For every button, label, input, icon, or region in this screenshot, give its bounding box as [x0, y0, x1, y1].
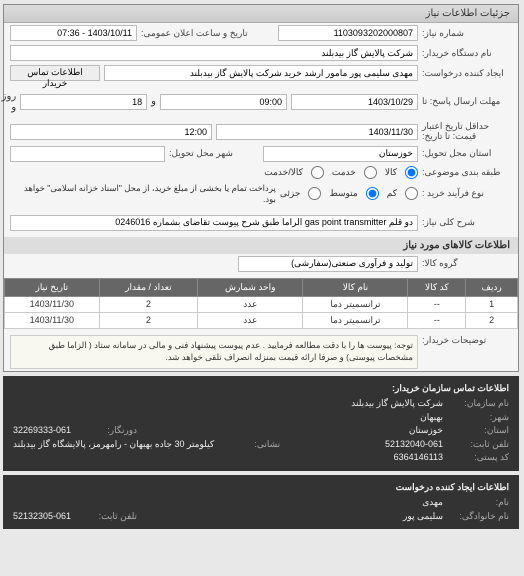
th-unit: واحد شمارش [199, 278, 304, 296]
process-label: نوع فرآیند خرید : [423, 188, 513, 199]
row-desc: شرح کلی نیاز: [5, 213, 519, 233]
province-field[interactable] [264, 146, 419, 162]
process-radio-group: کم متوسط جزئی [281, 187, 419, 200]
radio-both[interactable] [312, 166, 325, 179]
desc-label: شرح کلی نیاز: [423, 217, 513, 228]
city-field[interactable] [11, 146, 166, 162]
row-request-no: شماره نیاز: تاریخ و ساعت اعلان عمومی: [5, 23, 519, 43]
contact1-title: اطلاعات تماس سازمان خریدار: [14, 382, 510, 396]
contact2-tel: 52132305-061 [14, 510, 72, 524]
city-label: شهر محل تحویل: [170, 148, 260, 159]
radio-low[interactable] [406, 187, 419, 200]
buyer-note-text: توجه: پیوست ها را با دقت مطالعه فرمایید … [11, 335, 419, 369]
goods-table: ردیف کد کالا نام کالا واحد شمارش تعداد /… [5, 278, 519, 329]
days-remaining-field[interactable] [21, 94, 148, 110]
days-and-label: روز و [3, 91, 18, 113]
th-date: تاریخ نیاز [6, 278, 101, 296]
th-name: نام کالا [304, 278, 409, 296]
panel-title: جزئیات اطلاعات نیاز [5, 5, 519, 23]
row-quote-validity: حداقل تاریخ اعتبار قیمت: تا تاریخ: [5, 120, 519, 144]
contact2-lname: سلیمی پور [404, 510, 444, 524]
radio-mid[interactable] [367, 187, 380, 200]
requester-field[interactable] [105, 65, 419, 81]
pack-label: طبقه بندی موضوعی: [423, 167, 513, 178]
deadline-send-label: مهلت ارسال پاسخ: تا [423, 96, 513, 107]
th-qty: تعداد / مقدار [100, 278, 198, 296]
quote-time-field[interactable] [11, 124, 213, 140]
table-header-row: ردیف کد کالا نام کالا واحد شمارش تعداد /… [6, 278, 519, 296]
announce-field[interactable] [11, 25, 138, 41]
contact1-addr: کیلومتر 30 جاده بهبهان - رامهرمز، پالایش… [14, 438, 215, 452]
contact1-fax: 32269333-061 [14, 424, 72, 438]
row-province: استان محل تحویل: شهر محل تحویل: [5, 144, 519, 164]
th-code: کد کالا [409, 278, 467, 296]
deadline-time-field[interactable] [161, 94, 288, 110]
requester-contact-section: اطلاعات ایجاد کننده درخواست نام:مهدی نام… [4, 475, 520, 530]
contact2-name: مهدی [423, 496, 444, 510]
buyer-org-label: نام دستگاه خریدار: [423, 48, 513, 59]
group-label: گروه کالا: [423, 258, 513, 269]
pack-radio-group: کالا خدمت کالا/خدمت [265, 166, 419, 179]
buyer-contact-section: اطلاعات تماس سازمان خریدار: نام سازمان:ش… [4, 376, 520, 471]
contact1-tel: 52132040-061 [386, 438, 444, 452]
requester-label: ایجاد کننده درخواست: [423, 68, 513, 79]
radio-service[interactable] [365, 166, 378, 179]
table-body: 1 -- ترانسمیتر دما عدد 2 1403/11/30 2 --… [6, 296, 519, 328]
th-rownum: ردیف [467, 278, 519, 296]
row-group: گروه کالا: [5, 254, 519, 274]
credit-label: حداقل تاریخ اعتبار قیمت: تا تاریخ: [423, 122, 513, 142]
row-buyer-note: توضیحات خریدار: توجه: پیوست ها را با دقت… [5, 333, 519, 371]
contact1-org: شرکت پالایش گاز بیدبلند [352, 397, 444, 411]
contact1-city: بهبهان [421, 411, 444, 425]
row-deadline-send: مهلت ارسال پاسخ: تا و روز و ساعت باقی ما… [5, 83, 519, 120]
request-no-label: شماره نیاز: [423, 28, 513, 39]
group-field[interactable] [239, 256, 419, 272]
radio-partial[interactable] [309, 187, 322, 200]
table-row: 1 -- ترانسمیتر دما عدد 2 1403/11/30 [6, 296, 519, 312]
row-pack-type: طبقه بندی موضوعی: کالا خدمت کالا/خدمت [5, 164, 519, 181]
desc-field[interactable] [11, 215, 419, 231]
contact1-prov: خوزستان [410, 424, 444, 438]
table-row: 2 -- ترانسمیتر دما عدد 2 1403/11/30 [6, 312, 519, 328]
row-process: نوع فرآیند خرید : کم متوسط جزئی پرداخت ت… [5, 181, 519, 207]
goods-section-title: اطلاعات کالاهای مورد نیاز [5, 237, 519, 254]
radio-goods[interactable] [406, 166, 419, 179]
deadline-date-field[interactable] [292, 94, 419, 110]
contact-buyer-button[interactable]: اطلاعات تماس خریدار [11, 65, 101, 81]
details-panel: جزئیات اطلاعات نیاز شماره نیاز: تاریخ و … [4, 4, 520, 372]
announce-label: تاریخ و ساعت اعلان عمومی: [142, 28, 275, 39]
and-label: و [152, 96, 157, 107]
quote-date-field[interactable] [217, 124, 419, 140]
buyer-org-field[interactable] [11, 45, 419, 61]
contact1-post: 6364146113 [395, 451, 444, 465]
province-label: استان محل تحویل: [423, 148, 513, 159]
row-buyer-org: نام دستگاه خریدار: [5, 43, 519, 63]
process-note: پرداخت تمام یا بخشی از مبلغ خرید، از محل… [11, 183, 277, 205]
row-requester: ایجاد کننده درخواست: اطلاعات تماس خریدار [5, 63, 519, 83]
request-no-field[interactable] [279, 25, 419, 41]
buyer-note-label: توضیحات خریدار: [423, 335, 513, 346]
contact2-title: اطلاعات ایجاد کننده درخواست [14, 481, 510, 495]
